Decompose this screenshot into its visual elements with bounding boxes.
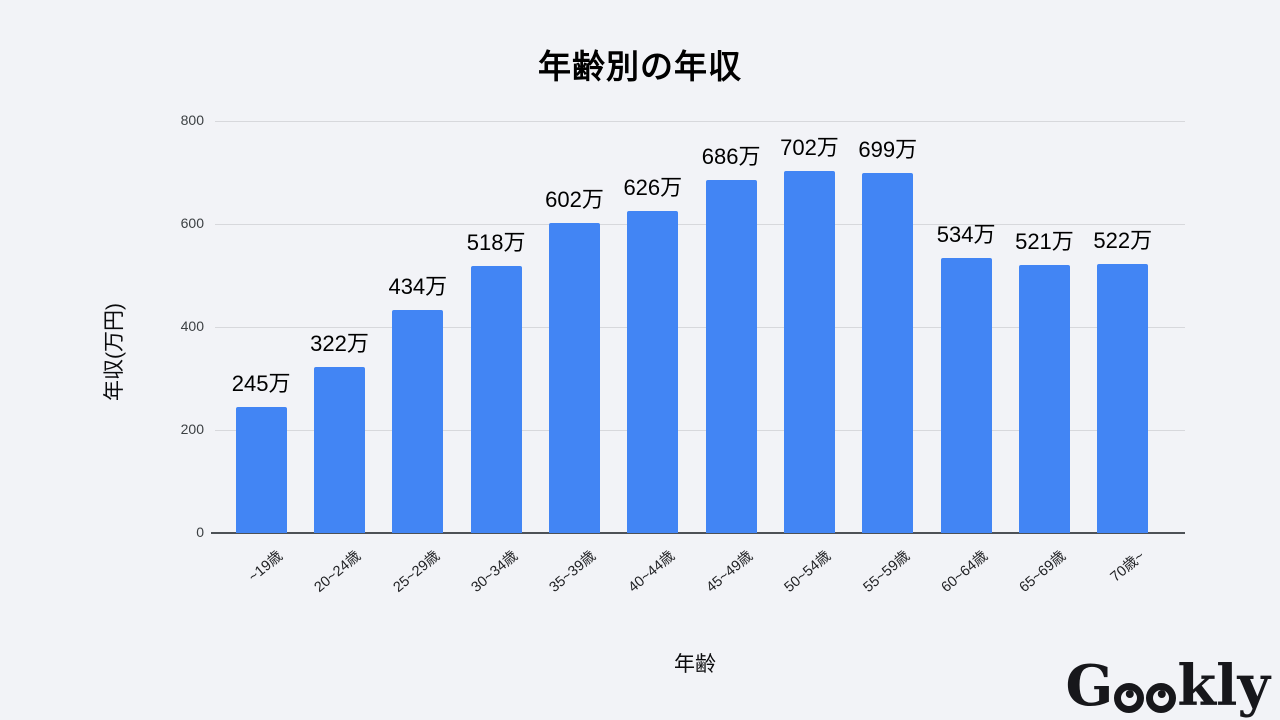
bar-value-label: 245万 <box>231 370 291 396</box>
bar-column: 534万 60~64歳 <box>927 121 1005 596</box>
gridline <box>215 430 1185 431</box>
bar <box>548 222 600 533</box>
plot-area <box>211 121 1185 534</box>
logo-letter-g: G <box>1065 653 1114 719</box>
bar-value-label: 626万 <box>623 174 683 200</box>
gridline <box>215 121 1185 122</box>
bar-value-label: 434万 <box>388 273 448 299</box>
bar-column: 521万 65~69歳 <box>1005 121 1083 596</box>
bar-value-label: 522万 <box>1093 228 1153 254</box>
bar-column: 322万 20~24歳 <box>300 121 378 596</box>
logo-eye-icon <box>1114 683 1145 713</box>
bar-value-label: 534万 <box>936 222 996 247</box>
x-tick-label: 20~24歳 <box>311 548 365 596</box>
bar <box>783 171 835 533</box>
bar <box>1018 264 1070 533</box>
bar-value-label: 699万 <box>858 137 918 163</box>
bar <box>940 258 992 533</box>
x-tick-label: 35~39歳 <box>546 548 600 596</box>
chart-title: 年齢別の年収 <box>538 48 742 85</box>
y-tick-label: 400 <box>180 318 204 334</box>
x-tick-label: 65~69歳 <box>1016 548 1070 596</box>
y-tick-label: 800 <box>180 112 204 128</box>
x-tick-label: 55~59歳 <box>860 548 913 596</box>
bar <box>1097 264 1149 533</box>
bar-value-label: 602万 <box>545 186 604 212</box>
logo-letters-kly: kly <box>1177 653 1270 719</box>
x-tick-label: 40~44歳 <box>625 548 678 596</box>
x-tick-label: 25~29歳 <box>390 548 443 596</box>
bar-value-label: 322万 <box>310 331 369 357</box>
y-axis-title: 年収(万円) <box>103 303 126 401</box>
bar-column: 699万 55~59歳 <box>849 121 927 596</box>
bar <box>392 309 444 533</box>
bar-column: 245万 ~19歳 <box>222 121 300 586</box>
bar-value-label: 518万 <box>466 230 526 256</box>
bar-column: 434万 25~29歳 <box>379 121 457 596</box>
bar-column: 602万 35~39歳 <box>535 121 613 596</box>
bar <box>470 266 522 533</box>
bar <box>235 406 287 533</box>
bars-area: 245万 ~19歳 322万 20~24歳 434万 25~29歳 518万 30~34歳 60… <box>222 121 1162 596</box>
bar <box>705 179 757 533</box>
gridline <box>215 224 1185 225</box>
x-tick-label: 70歳~ <box>1107 548 1148 586</box>
gridline <box>215 327 1185 328</box>
logo-eye-icon <box>1146 683 1177 713</box>
y-tick-label: 0 <box>196 524 204 540</box>
y-tick-label: 600 <box>180 215 204 231</box>
x-axis-line <box>211 532 1185 534</box>
bar-column: 626万 40~44歳 <box>614 121 692 596</box>
bar-column: 686万 45~49歳 <box>692 121 770 596</box>
bar-value-label: 686万 <box>701 143 761 169</box>
x-tick-label: ~19歳 <box>245 548 287 586</box>
bar-column: 522万 70歳~ <box>1084 121 1162 585</box>
x-tick-label: 50~54歳 <box>781 548 835 596</box>
x-axis-title: 年齢 <box>674 653 716 676</box>
bar-value-label: 521万 <box>1015 228 1074 254</box>
y-tick-label: 200 <box>180 421 204 437</box>
geekly-logo: G kly <box>1066 658 1270 714</box>
bar <box>862 173 914 533</box>
x-tick-label: 30~34歳 <box>468 548 522 596</box>
bar <box>627 210 679 533</box>
bar-column: 702万 50~54歳 <box>770 121 848 595</box>
x-tick-label: 45~49歳 <box>703 548 756 596</box>
bar-column: 518万 30~34歳 <box>457 121 535 596</box>
bar-value-label: 702万 <box>780 135 839 161</box>
x-tick-label: 60~64歳 <box>938 548 991 596</box>
bar <box>313 367 365 533</box>
